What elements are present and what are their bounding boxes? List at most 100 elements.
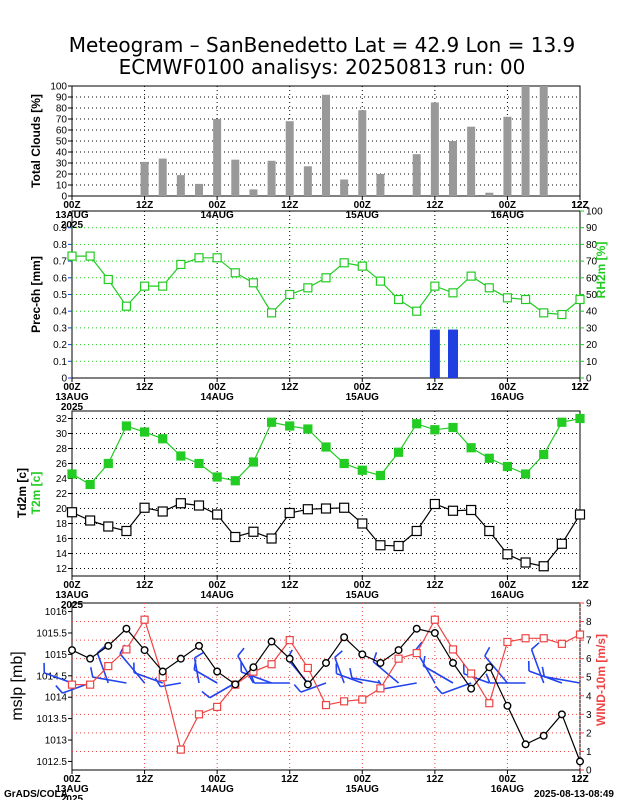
prec-rh-point-15 [339,258,349,268]
mslp-mslp-point-22 [467,684,476,693]
mslp-wind-barb-20 [415,641,436,684]
prec-rh-point-26 [539,308,549,318]
mslp-mslp-point-14 [322,658,331,667]
mslp-wind-barb-shaft-0 [44,672,73,684]
prec-rh-point-20 [430,281,440,291]
mslp-wind-barb-shaft-8 [193,669,218,684]
mslp-wind-point-18 [394,654,403,663]
mslp-ytick-r-label-1: 1 [586,747,592,758]
mslp-year-label: 2025 [61,794,84,800]
temp-ytick-label-9: 30 [56,429,68,440]
temp-ylabel-td: Td2m [c] [15,468,29,518]
mslp-xtick-label-end: 12Z [571,774,588,785]
mslp-wind-barb-9 [201,682,236,699]
clouds-bar-6 [249,189,258,196]
prec-ytick-r-label-6: 60 [586,273,598,284]
prec-ytick-r-label-8: 80 [586,240,598,251]
clouds-bar-19 [485,192,494,196]
temp-day-label-0: 13AUG [55,590,89,601]
temp-xtick-label-7: 12Z [571,580,588,591]
prec-rh-point-22 [466,271,476,281]
mslp-wind-barb-flag-9 [201,690,211,699]
prec-year-label: 2025 [61,402,84,413]
prec-xtick-label-1: 12Z [136,382,153,393]
temp-ytick-label-2: 16 [56,534,68,545]
clouds-xtick-label-2: 00Z [209,200,226,211]
clouds-bar-17 [449,141,457,196]
mslp-wind-barb-flag-22 [434,685,443,695]
temp-td2m-point-28 [574,509,586,520]
mslp-xtick-label-6: 00Z [499,774,516,785]
clouds-bar-22 [539,86,548,196]
prec-rh-point-16 [357,261,367,271]
mslp-ytick-label-0: 1012.5 [36,757,67,768]
clouds-ytick-label-0: 0 [61,192,67,203]
temp-td2m-point-7 [193,500,205,511]
mslp-wind-point-16 [358,695,367,704]
clouds-ytick-label-2: 20 [56,170,68,181]
mslp-wind-barb-15 [334,650,345,684]
temp-td2m-point-24 [502,549,513,560]
mslp-xtick-label-4: 00Z [354,774,371,785]
mslp-xtick-label-1: 12Z [136,774,153,785]
prec-ytick-r-label-10: 100 [586,207,603,218]
mslp-mslp-point-28 [576,757,585,766]
mslp-wind-point-17 [376,684,385,693]
mslp-mslp-point-26 [539,731,548,740]
temp-ylabel-t: T2m [c] [29,472,43,515]
prec-day-label-3: 16AUG [491,392,525,403]
mslp-mslp-point-3 [122,624,131,633]
mslp-wind-point-28 [575,630,585,639]
mslp-wind-barb-28 [541,666,581,684]
mslp-day-label-1: 14AUG [200,784,234,795]
prec-ytick-r-label-9: 90 [586,223,598,234]
temp-td2m-point-20 [429,498,440,510]
mslp-wind-point-27 [557,639,566,648]
mslp-xtick-label-3: 12Z [281,774,298,785]
prec-rh-point-28 [575,294,585,305]
mslp-wind-barb-flag-2 [96,645,106,654]
temp-ytick-label-3: 18 [56,519,68,530]
temp-td2m-point-13 [302,504,313,515]
mslp-wind-point-6 [176,745,185,754]
mslp-ytick-r-label-3: 3 [586,710,592,721]
temp-t2m-point-9 [230,476,240,486]
mslp-xtick-label-0: 00Z [63,774,80,785]
clouds-ytick-label-7: 70 [56,115,68,126]
temp-ytick-label-5: 22 [56,489,68,500]
mslp-wind-barb-flag-14 [293,684,302,693]
clouds-bar-2 [176,175,185,196]
temp-t2m-point-14 [321,442,331,452]
prec-rh-point-12 [285,289,295,300]
prec-ytick-r-label-2: 20 [586,340,598,351]
prec-rh-point-1 [85,251,95,261]
temp-ytick-label-8: 28 [56,444,68,455]
prec-rh-point-23 [484,283,494,293]
prec-rh-point-0 [67,251,77,261]
temp-xtick-label-6: 00Z [499,580,516,591]
prec-rh-point-25 [520,294,531,305]
clouds-bar-20 [503,116,512,196]
prec-rh-point-27 [557,309,567,320]
mslp-wind-point-15 [340,697,349,706]
mslp-wind-barb-flag-20 [415,641,423,651]
mslp-wind-point-20 [430,615,439,624]
temp-t2m-point-21 [448,422,458,433]
prec-xtick-label-4: 00Z [354,382,371,393]
temp-td2m-point-12 [284,507,295,519]
prec-rh-point-14 [321,273,331,283]
clouds-bar-5 [231,159,240,196]
mslp-wind-point-0 [67,680,77,689]
mslp-wind-barb-0 [43,662,73,684]
mslp-wind-barb-shaft-6 [160,682,181,688]
prec-rh-point-18 [393,294,404,305]
mslp-wind-point-2 [104,661,113,671]
clouds-bar-0 [140,161,149,196]
mslp-wind-barb-shaft-4 [119,653,146,684]
prec-xtick-label-end: 12Z [571,382,588,393]
prec-ytick-label-0: 0 [61,374,67,385]
mslp-mslp-point-6 [176,654,185,663]
temp-td2m-point-22 [466,504,477,516]
